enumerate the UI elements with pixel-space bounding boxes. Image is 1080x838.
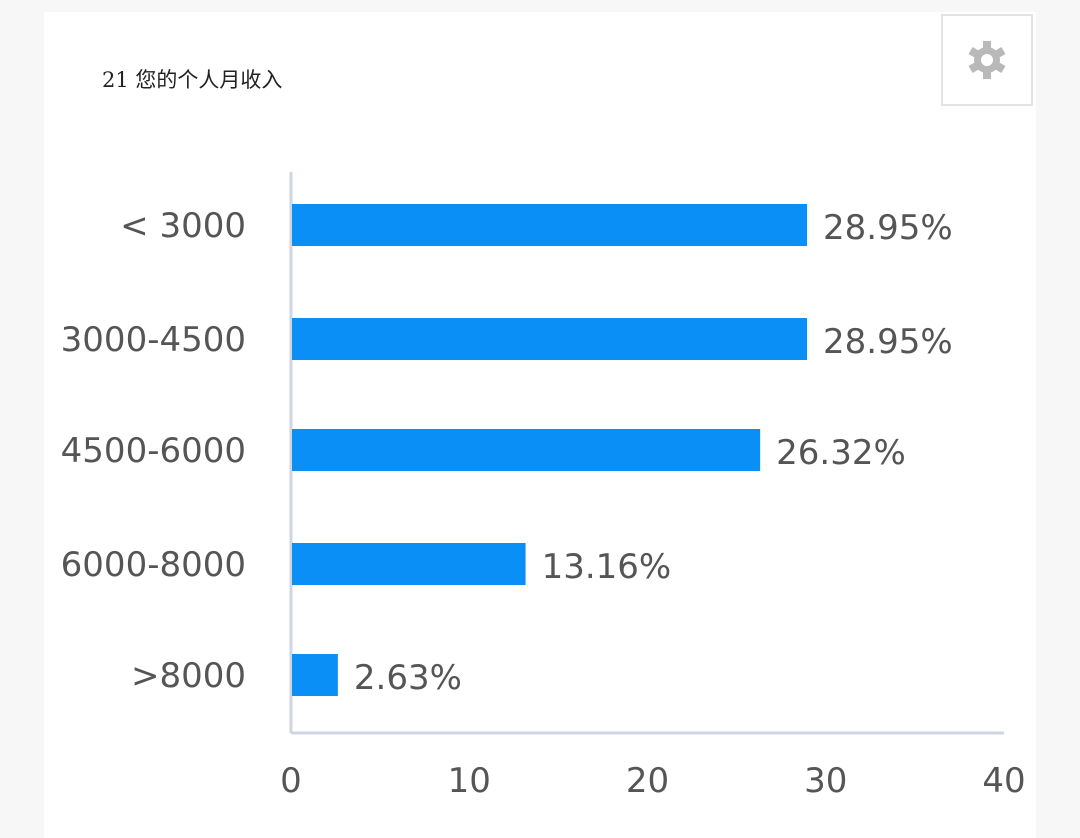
category-label: 6000-8000 <box>61 545 246 585</box>
bar <box>292 318 808 360</box>
bar <box>292 654 338 696</box>
category-label: < 3000 <box>120 206 246 246</box>
x-tick-label: 30 <box>804 761 847 801</box>
x-tick-label: 10 <box>448 761 491 801</box>
category-label: 3000-4500 <box>61 320 246 360</box>
settings-button[interactable] <box>941 14 1033 106</box>
bar <box>292 204 808 246</box>
data-label: 28.95% <box>823 322 953 362</box>
bar <box>292 429 761 471</box>
category-label: >8000 <box>131 656 246 696</box>
data-label: 26.32% <box>776 433 906 473</box>
x-tick-label: 20 <box>626 761 669 801</box>
data-label: 2.63% <box>354 658 462 698</box>
x-tick-label: 0 <box>280 761 302 801</box>
chart-title: 21 您的个人月收入 <box>102 68 283 92</box>
category-label: 4500-6000 <box>61 431 246 471</box>
gear-icon <box>968 41 1006 79</box>
data-label: 28.95% <box>823 208 953 248</box>
chart-card: 21 您的个人月收入 <box>44 12 1036 838</box>
data-label: 13.16% <box>542 547 672 587</box>
x-tick-label: 40 <box>982 761 1025 801</box>
bar <box>292 543 526 585</box>
